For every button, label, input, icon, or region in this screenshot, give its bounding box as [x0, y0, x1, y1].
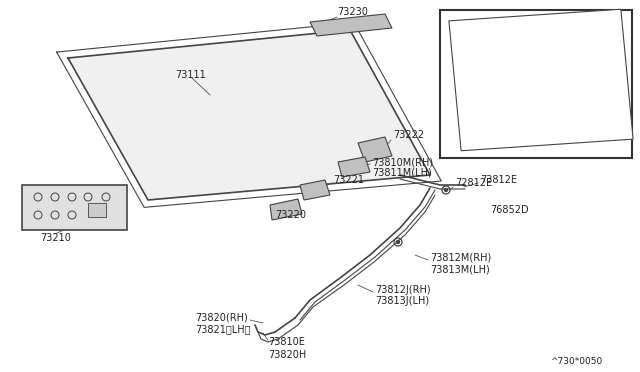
Polygon shape: [462, 22, 620, 138]
Polygon shape: [358, 137, 392, 162]
Circle shape: [397, 241, 399, 244]
Polygon shape: [300, 180, 330, 200]
Text: 72812E: 72812E: [455, 178, 492, 188]
Text: 73222: 73222: [393, 130, 424, 140]
Text: ^730*0050: ^730*0050: [550, 357, 602, 366]
Polygon shape: [68, 30, 430, 200]
Text: 73810M(RH): 73810M(RH): [372, 157, 433, 167]
Text: 73820(RH): 73820(RH): [195, 313, 248, 323]
Text: 73812E: 73812E: [480, 175, 517, 185]
Text: 73221: 73221: [333, 175, 364, 185]
Bar: [22, 185, 127, 230]
Text: 73140J-: 73140J-: [454, 35, 486, 45]
Text: 73820H: 73820H: [268, 350, 307, 360]
Polygon shape: [270, 199, 302, 220]
Text: F/SUNROOF: F/SUNROOF: [445, 145, 497, 154]
Text: 73812M(RH): 73812M(RH): [430, 253, 492, 263]
Circle shape: [445, 189, 447, 192]
Text: 73111: 73111: [558, 115, 584, 125]
Text: 73821〈LH〉: 73821〈LH〉: [195, 324, 250, 334]
Text: 73812J(RH): 73812J(RH): [375, 285, 431, 295]
Text: 73220: 73220: [275, 210, 306, 220]
Text: 73111: 73111: [175, 70, 205, 80]
Text: 73813J(LH): 73813J(LH): [375, 296, 429, 306]
Bar: [88, 203, 106, 217]
Polygon shape: [310, 14, 392, 36]
Text: 73810E: 73810E: [268, 337, 305, 347]
Text: 76852D: 76852D: [490, 205, 529, 215]
Text: 73210: 73210: [40, 233, 71, 243]
Bar: [440, 10, 632, 158]
Polygon shape: [449, 9, 633, 151]
Text: 73811M(LH): 73811M(LH): [372, 167, 432, 177]
Text: 73813M(LH): 73813M(LH): [430, 264, 490, 274]
Text: 73230: 73230: [337, 7, 368, 17]
Polygon shape: [338, 157, 370, 177]
